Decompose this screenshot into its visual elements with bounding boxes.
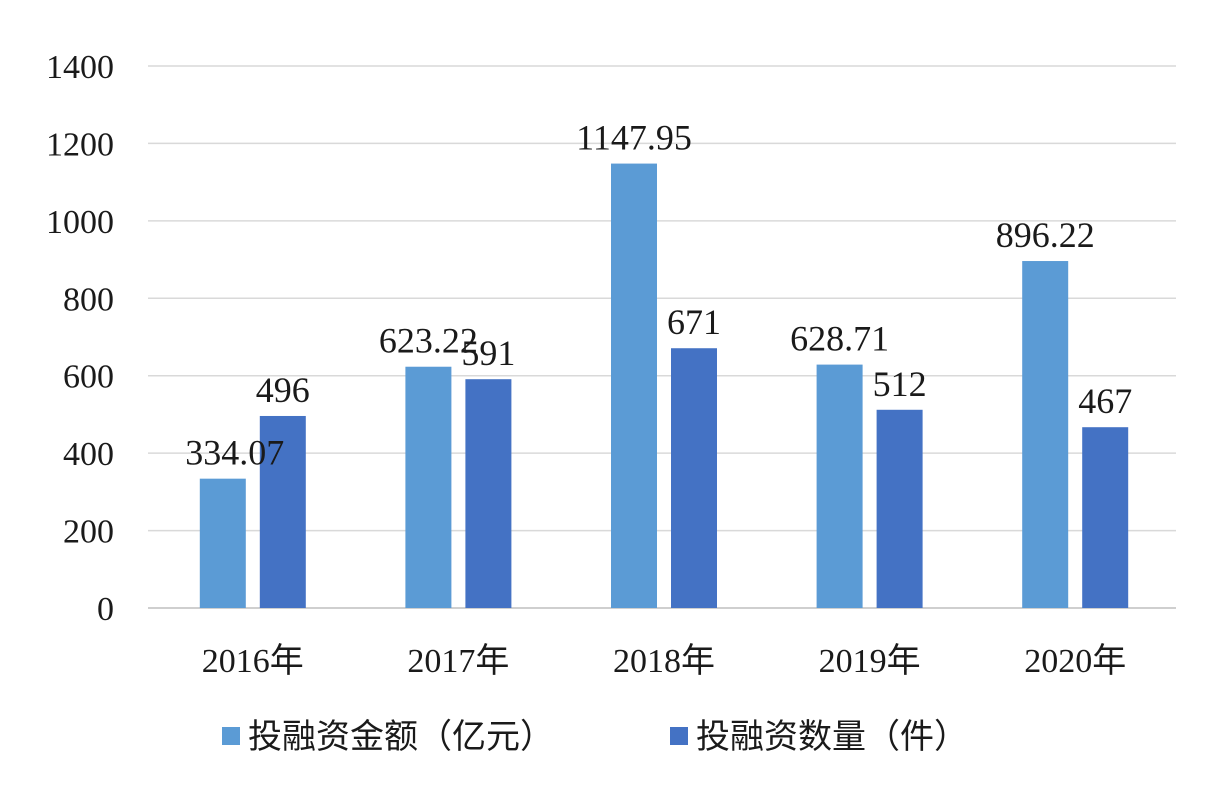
data-label-count-1: 591 <box>461 333 515 373</box>
y-tick-label: 1200 <box>46 126 114 163</box>
bar-amount-4 <box>1022 261 1069 608</box>
x-category-label: 2018年 <box>613 642 715 680</box>
y-tick-label: 400 <box>63 436 114 473</box>
y-tick-label: 1000 <box>46 204 114 241</box>
legend-swatch-amount <box>222 727 240 745</box>
x-category-label: 2016年 <box>202 642 304 680</box>
gridlines <box>148 65 1176 609</box>
data-label-amount-2: 1147.95 <box>576 118 692 158</box>
bar-count-2 <box>671 348 717 608</box>
y-tick-label: 0 <box>97 591 114 628</box>
bar-amount-0 <box>199 478 246 608</box>
y-tick-label: 1400 <box>46 49 114 86</box>
bar-amount-1 <box>405 366 452 608</box>
data-label-count-4: 467 <box>1078 381 1132 421</box>
y-tick-label: 600 <box>63 359 114 396</box>
x-category-label: 2017年 <box>407 642 509 680</box>
bar-amount-2 <box>611 163 657 609</box>
data-label-count-3: 512 <box>873 364 927 404</box>
data-label-amount-1: 623.22 <box>379 321 478 361</box>
data-label-count-2: 671 <box>667 302 721 342</box>
x-category-label: 2020年 <box>1024 642 1126 680</box>
y-tick-label: 200 <box>63 514 114 551</box>
legend-label-amount: 投融资金额（亿元） <box>248 717 554 757</box>
legend-label-count: 投融资数量（件） <box>696 717 968 757</box>
y-axis-ticks: 0 200 400 600 800 1000 1200 1400 <box>46 49 114 628</box>
legend-swatch-count <box>670 727 688 745</box>
bar-count-0 <box>259 415 306 608</box>
bar-amount-3 <box>816 364 863 608</box>
bars <box>199 163 1129 609</box>
x-category-label: 2019年 <box>819 642 921 680</box>
legend: 投融资金额（亿元） 投融资数量（件） <box>222 717 968 757</box>
bar-count-4 <box>1082 427 1129 608</box>
bar-count-3 <box>876 409 923 608</box>
data-label-amount-3: 628.71 <box>790 319 889 359</box>
data-label-amount-4: 896.22 <box>996 215 1095 255</box>
y-tick-label: 800 <box>63 281 114 318</box>
data-label-count-0: 496 <box>256 370 310 410</box>
bar-count-1 <box>465 379 512 608</box>
x-axis-categories: 2016年 2017年 2018年 2019年 2020年 <box>202 642 1126 680</box>
data-label-amount-0: 334.07 <box>185 433 284 473</box>
